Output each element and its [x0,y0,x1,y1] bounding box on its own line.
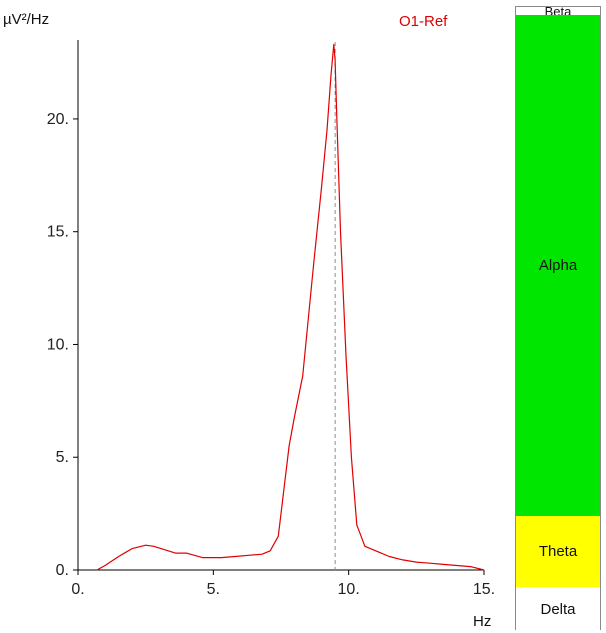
x-tick-label: 0. [71,581,84,598]
chart-title: O1-Ref [399,13,448,30]
plot-area: 0. 5. 10. 15. 20. 0. 5. 10. 15. [47,40,495,598]
x-axis-unit-label: Hz [473,613,491,630]
y-tick-label: 5. [56,449,69,466]
band-alpha: Alpha [516,15,600,516]
x-tick-label: 10. [338,581,360,598]
band-beta: Beta [516,4,600,19]
spectrum-chart: 0. 5. 10. 15. 20. 0. 5. 10. 15. O1-Ref µV²/Hz Hz [3,11,495,630]
band-beta-label: Beta [544,4,572,19]
x-tick-label: 5. [207,581,220,598]
band-theta-label: Theta [538,543,578,560]
band-alpha-label: Alpha [538,257,578,274]
band-delta-label: Delta [540,600,576,618]
x-tick-label: 15. [473,581,495,598]
frequency-band-bar: Beta Alpha Theta Delta [515,4,601,631]
y-tick-label: 15. [47,224,69,241]
band-theta: Theta [516,516,600,587]
y-tick-label: 0. [56,562,69,579]
y-tick-label: 10. [47,336,69,353]
y-tick-label: 20. [47,111,69,128]
spectrum-series-line [96,43,485,571]
band-delta: Delta [516,587,600,631]
y-axis-unit-label: µV²/Hz [3,11,49,28]
